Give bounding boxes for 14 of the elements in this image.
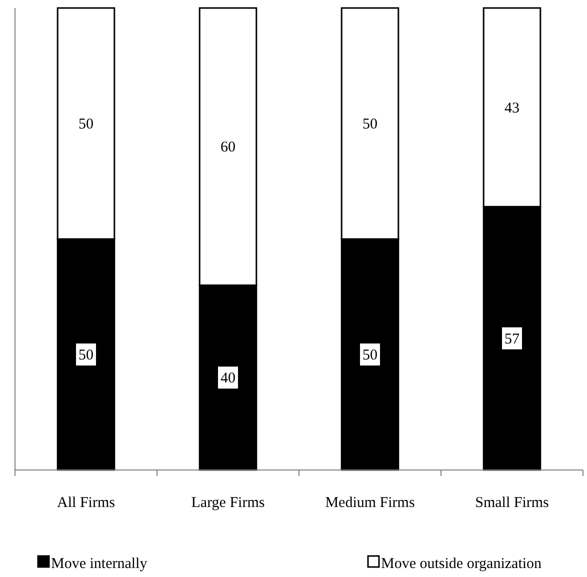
data-label: 50 [78, 116, 94, 132]
data-label: 57 [504, 331, 520, 348]
data-label: 40 [220, 370, 236, 387]
x-tick-label: Small Firms [475, 495, 550, 511]
data-label: 60 [220, 140, 236, 156]
x-tick-label: All Firms [57, 495, 116, 511]
x-tick-label: Medium Firms [325, 495, 415, 511]
data-label: 50 [362, 348, 378, 364]
legend-label: Move outside organization [381, 556, 542, 572]
data-label: 50 [78, 348, 94, 364]
legend-label: Move internally [51, 556, 148, 572]
data-label: 43 [504, 100, 520, 116]
x-tick-label: Large Firms [191, 495, 265, 511]
data-label: 50 [362, 116, 378, 132]
